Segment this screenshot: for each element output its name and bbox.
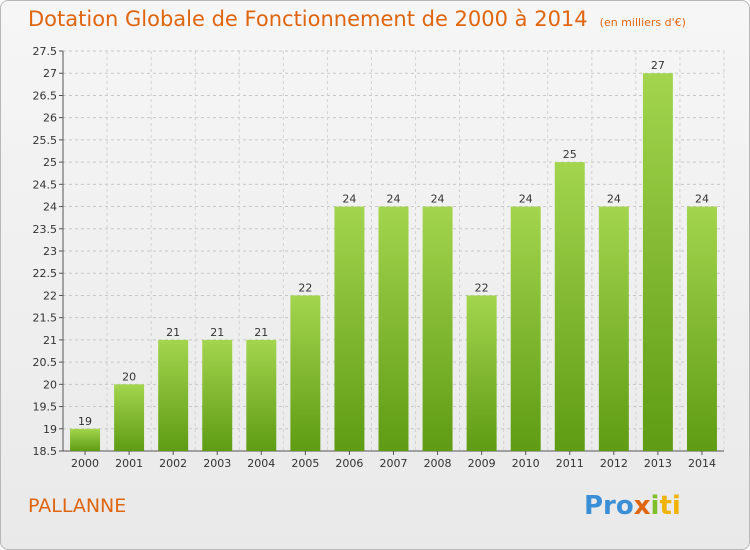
y-tick-label: 20.5 [33,356,58,369]
y-tick-label: 23.5 [33,223,58,236]
x-tick-label: 2004 [247,457,275,470]
x-tick-label: 2001 [115,457,143,470]
y-tick-label: 27.5 [33,45,58,58]
bar-2005 [290,295,321,451]
x-tick-label: 2003 [203,457,231,470]
bar-value-label: 24 [607,193,621,206]
bar-2013 [642,73,673,451]
y-tick-label: 25.5 [33,134,58,147]
bar-value-label: 22 [298,281,312,294]
x-tick-label: 2012 [600,457,628,470]
chart-title: Dotation Globale de Fonctionnement de 20… [28,7,686,31]
bar-2007 [378,206,409,451]
bar-value-label: 25 [563,148,577,161]
y-tick-label: 26.5 [33,89,58,102]
x-tick-label: 2000 [71,457,99,470]
bar-2000 [70,428,101,451]
x-tick-label: 2007 [380,457,408,470]
bar-2011 [554,162,585,451]
bar-2008 [422,206,453,451]
logo-part-1: Pro [584,491,634,521]
bar-2010 [510,206,541,451]
bar-2001 [114,384,145,451]
bar-value-label: 19 [78,415,92,428]
bar-value-label: 24 [342,193,356,206]
bar-2002 [158,339,189,451]
x-tick-label: 2005 [291,457,319,470]
y-tick-label: 19.5 [33,401,58,414]
logo-part-4: ti [659,491,681,521]
bar-value-label: 27 [651,59,665,72]
proxiti-logo[interactable]: Proxiti [584,491,681,521]
bar-value-label: 21 [210,326,224,339]
chart-title-text: Dotation Globale de Fonctionnement de 20… [28,7,588,31]
y-tick-label: 22.5 [33,267,58,280]
y-tick-label: 24.5 [33,178,58,191]
x-tick-label: 2006 [335,457,363,470]
bar-2014 [686,206,717,451]
bar-2004 [246,339,277,451]
y-tick-label: 19 [43,423,57,436]
bar-value-label: 24 [695,193,709,206]
bar-value-label: 24 [519,193,533,206]
bar-2003 [202,339,233,451]
x-tick-label: 2002 [159,457,187,470]
bar-value-label: 20 [122,370,136,383]
y-tick-label: 18.5 [33,445,58,458]
logo-part-3: i [650,491,660,521]
y-tick-label: 23 [43,245,57,258]
y-tick-label: 22 [43,289,57,302]
bar-value-label: 24 [431,193,445,206]
x-tick-label: 2013 [644,457,672,470]
y-tick-label: 26 [43,112,57,125]
bar-value-label: 21 [254,326,268,339]
logo-part-2: x [633,491,651,521]
bar-2006 [334,206,365,451]
y-tick-label: 25 [43,156,57,169]
y-tick-label: 24 [43,201,57,214]
y-tick-label: 21 [43,334,57,347]
bar-value-label: 22 [475,281,489,294]
commune-name: PALLANNE [28,495,127,517]
bar-2009 [466,295,497,451]
y-tick-label: 21.5 [33,312,58,325]
x-tick-label: 2009 [468,457,496,470]
bar-2012 [598,206,629,451]
y-tick-label: 27 [43,67,57,80]
y-tick-label: 20 [43,378,57,391]
x-tick-label: 2008 [424,457,452,470]
bar-value-label: 24 [387,193,401,206]
chart-subtitle: (en milliers d'€) [599,16,686,29]
x-tick-label: 2010 [512,457,540,470]
x-tick-label: 2011 [556,457,584,470]
x-tick-label: 2014 [688,457,716,470]
bar-value-label: 21 [166,326,180,339]
